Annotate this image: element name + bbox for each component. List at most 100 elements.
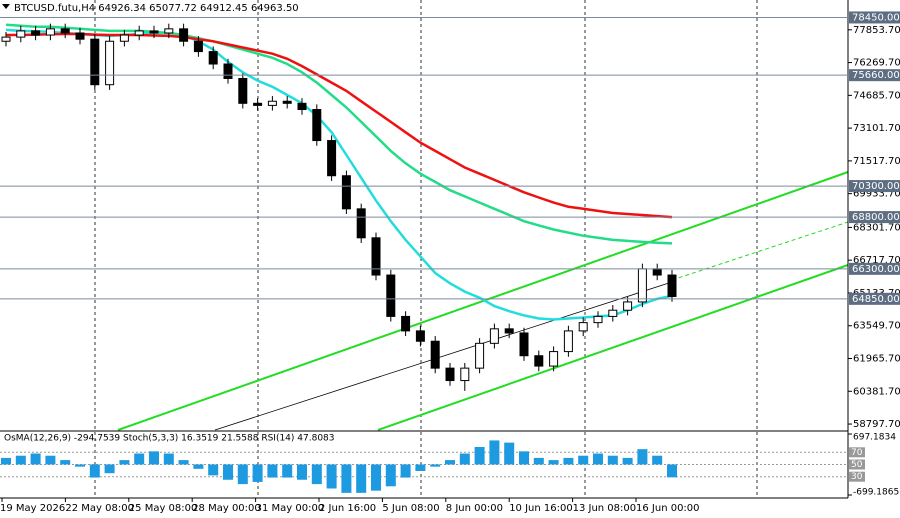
y-tick-label: 68301.70 bbox=[853, 222, 900, 233]
bar bbox=[593, 453, 603, 465]
bar bbox=[371, 464, 381, 491]
candle-body bbox=[105, 40, 115, 86]
candle-body bbox=[563, 330, 573, 353]
candle-body bbox=[549, 351, 559, 367]
bar bbox=[459, 453, 470, 465]
candle-body bbox=[667, 274, 677, 297]
candle-body bbox=[593, 315, 603, 324]
candle-body bbox=[223, 63, 233, 79]
bar bbox=[193, 464, 204, 469]
level-label: 78450.00 bbox=[852, 12, 900, 23]
bar bbox=[622, 457, 633, 465]
bar bbox=[30, 453, 41, 465]
bar bbox=[149, 451, 159, 465]
bar bbox=[563, 457, 574, 465]
level-label-box bbox=[849, 11, 900, 24]
candle-body bbox=[1, 36, 11, 42]
y2-tick-label: 50 bbox=[851, 460, 863, 470]
bar bbox=[237, 464, 248, 485]
channel-mid-ext bbox=[671, 221, 849, 281]
level-label-box bbox=[849, 459, 865, 470]
bar bbox=[223, 464, 233, 480]
y-tick-label: 77853.70 bbox=[853, 25, 900, 36]
candle-body bbox=[179, 28, 189, 42]
x-tick-label: 16 Jun 00:00 bbox=[636, 503, 700, 514]
bar bbox=[60, 460, 71, 465]
y-tick-label: 71517.70 bbox=[853, 156, 900, 167]
x-tick-label: 10 Jun 16:00 bbox=[509, 503, 573, 514]
candle-body bbox=[430, 340, 440, 369]
bar bbox=[208, 464, 219, 476]
candle-body bbox=[623, 301, 633, 311]
x-tick-label: 19 May 2026 bbox=[0, 503, 65, 514]
x-tick-label: 31 May 00:00 bbox=[256, 503, 325, 514]
bar bbox=[134, 453, 145, 465]
symbol-header: BTCUSD.futu,H4 64926.34 65077.72 64912.4… bbox=[14, 3, 299, 14]
candle-body bbox=[208, 51, 218, 65]
bar bbox=[89, 464, 100, 478]
bar bbox=[326, 464, 337, 489]
candle-body bbox=[341, 175, 351, 210]
bar bbox=[119, 460, 130, 465]
candle-body bbox=[415, 330, 425, 342]
bar bbox=[548, 460, 559, 465]
x-tick-label: 8 Jun 00:00 bbox=[446, 503, 503, 514]
y-tick-label: 61965.70 bbox=[853, 354, 900, 365]
y-tick-label: 60381.70 bbox=[853, 386, 900, 397]
level-label: 70300.00 bbox=[852, 181, 900, 192]
x-tick-label: 28 May 00:00 bbox=[192, 503, 261, 514]
bar bbox=[445, 460, 455, 465]
bar bbox=[356, 464, 367, 493]
bar bbox=[400, 464, 411, 478]
x-tick-label: 2 Jun 16:00 bbox=[319, 503, 376, 514]
candle-body bbox=[282, 100, 292, 104]
candle-body bbox=[534, 355, 544, 367]
y-tick-label: 69933.70 bbox=[853, 189, 900, 200]
bar bbox=[252, 464, 263, 482]
candle-body bbox=[31, 30, 41, 36]
candle-body bbox=[608, 309, 618, 317]
bar bbox=[282, 464, 293, 478]
bar bbox=[341, 464, 352, 493]
candle-body bbox=[119, 34, 129, 42]
level-label-box bbox=[849, 69, 900, 82]
bar bbox=[578, 455, 589, 465]
y-tick-label: 73101.70 bbox=[853, 123, 900, 134]
indicator-header: OsMA(12,26,9) -294.7539 Stoch(5,3,3) 16.… bbox=[4, 434, 335, 444]
channel-mid bbox=[214, 281, 673, 431]
candle-body bbox=[652, 268, 662, 276]
candle-body bbox=[371, 237, 381, 276]
y-tick-label: -699.1865 bbox=[853, 488, 899, 498]
y-tick-label: 697.1834 bbox=[853, 433, 896, 443]
bar bbox=[311, 464, 322, 485]
bar bbox=[385, 464, 396, 487]
bar bbox=[178, 460, 189, 465]
bar bbox=[474, 446, 485, 465]
candle-body bbox=[149, 30, 159, 34]
candle-body bbox=[460, 367, 470, 382]
level-label: 75660.00 bbox=[852, 70, 900, 81]
candle-body bbox=[134, 30, 144, 36]
candle-body bbox=[489, 328, 499, 344]
bar bbox=[415, 464, 426, 472]
x-tick-label: 25 May 08:00 bbox=[129, 503, 198, 514]
moving-average bbox=[5, 23, 673, 245]
candle-body bbox=[519, 332, 529, 357]
candle-body bbox=[637, 268, 647, 303]
y-tick-label: 63549.70 bbox=[853, 321, 900, 332]
bar bbox=[637, 449, 648, 465]
bar bbox=[75, 464, 85, 467]
candle-body bbox=[164, 28, 174, 34]
candle-body bbox=[238, 77, 248, 104]
y-tick-label: 76269.70 bbox=[853, 58, 900, 69]
candle-body bbox=[75, 32, 85, 40]
candle-body bbox=[253, 102, 263, 106]
bar bbox=[489, 440, 500, 465]
level-label: 64850.00 bbox=[852, 294, 900, 305]
bar bbox=[163, 453, 174, 465]
candle-body bbox=[45, 28, 55, 36]
bar bbox=[533, 457, 544, 465]
y-tick-label: 58797.70 bbox=[853, 419, 900, 430]
x-tick-label: 13 Jun 08:00 bbox=[573, 503, 637, 514]
